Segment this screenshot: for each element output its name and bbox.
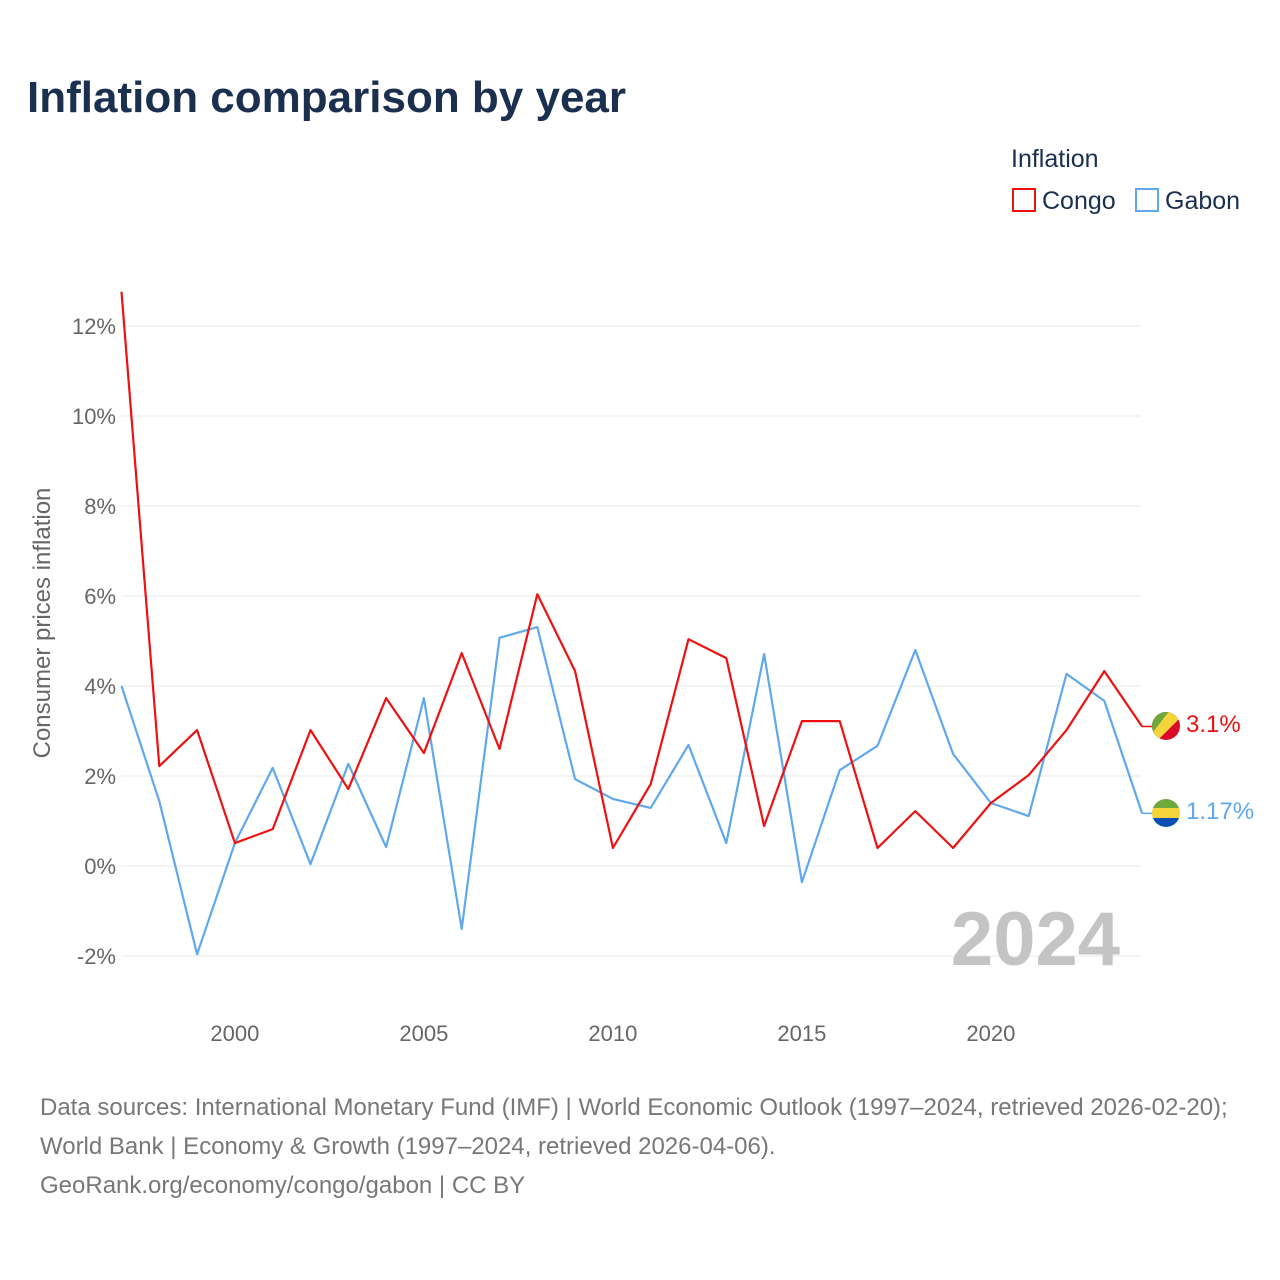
series-line-congo bbox=[120, 291, 1144, 850]
legend-title: Inflation bbox=[1011, 145, 1099, 173]
y-tick-label: -2% bbox=[77, 944, 116, 969]
x-tick-label: 2010 bbox=[588, 1021, 637, 1046]
gabon-end-label: 1.17% bbox=[1186, 798, 1254, 825]
legend-item-congo[interactable]: Congo bbox=[1012, 187, 1116, 215]
chart-title: Inflation comparison by year bbox=[27, 73, 626, 122]
x-tick-label: 2000 bbox=[210, 1021, 259, 1046]
source-link[interactable]: GeoRank.org/economy/congo/gabon | CC BY bbox=[40, 1172, 526, 1199]
y-tick-label: 12% bbox=[72, 314, 116, 339]
y-axis-label: Consumer prices inflation bbox=[29, 488, 56, 759]
source-text: Data sources: International Monetary Fun… bbox=[40, 1094, 1228, 1160]
year-watermark: 2024 bbox=[951, 897, 1120, 982]
source-note: Data sources: International Monetary Fun… bbox=[40, 1088, 1250, 1205]
y-tick-label: 0% bbox=[84, 854, 116, 879]
gabon-flag-icon bbox=[1152, 799, 1180, 827]
congo-flag-icon bbox=[1152, 712, 1180, 740]
y-tick-label: 2% bbox=[84, 764, 116, 789]
congo-end-label: 3.1% bbox=[1186, 711, 1241, 738]
x-tick-label: 2020 bbox=[966, 1021, 1015, 1046]
x-tick-label: 2015 bbox=[777, 1021, 826, 1046]
legend-swatch-gabon bbox=[1135, 188, 1159, 212]
legend-swatch-congo bbox=[1012, 188, 1036, 212]
legend-label-gabon: Gabon bbox=[1165, 187, 1240, 215]
y-tick-label: 4% bbox=[84, 674, 116, 699]
y-tick-label: 10% bbox=[72, 404, 116, 429]
legend-item-gabon[interactable]: Gabon bbox=[1135, 187, 1240, 215]
series-line-gabon bbox=[120, 625, 1144, 956]
y-tick-label: 8% bbox=[84, 494, 116, 519]
x-tick-label: 2005 bbox=[399, 1021, 448, 1046]
y-tick-label: 6% bbox=[84, 584, 116, 609]
legend-label-congo: Congo bbox=[1042, 187, 1116, 215]
